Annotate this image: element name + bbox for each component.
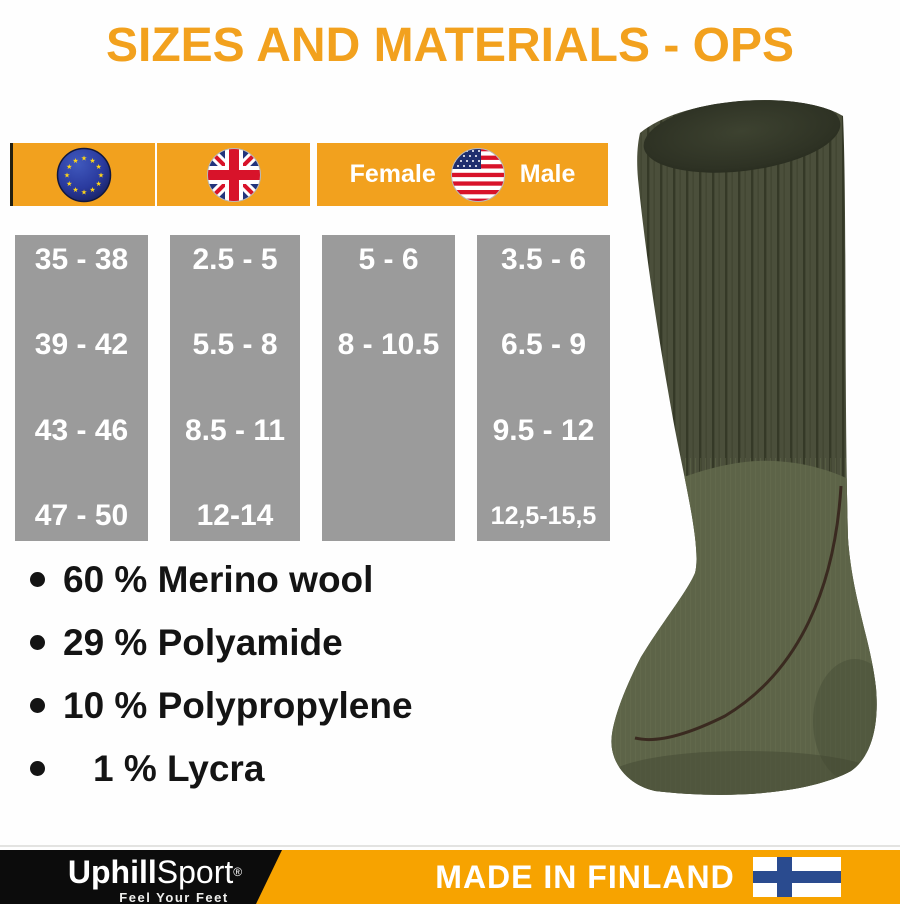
material-text: 10 % Polypropylene: [63, 684, 413, 726]
svg-text:★: ★: [66, 180, 72, 188]
size-cell: 12-14: [196, 498, 274, 532]
size-column-us-female: 5 - 6 8 - 10.5: [322, 235, 455, 541]
footer: MADE IN FINLAND: [0, 850, 900, 904]
male-label: Male: [519, 160, 576, 188]
size-column-uk: 2.5 - 5 5.5 - 8 8.5 - 11 12-14: [170, 235, 300, 541]
size-cell: 3.5 - 6: [500, 243, 587, 276]
svg-text:★: ★: [96, 180, 102, 188]
made-in-text: MADE IN FINLAND: [435, 858, 735, 895]
material-item: 29 % Polyamide: [20, 611, 600, 674]
size-cell: 35 - 38: [34, 243, 129, 276]
size-cell: 47 - 50: [34, 498, 129, 532]
material-item: 10 % Polypropylene: [20, 674, 600, 737]
size-cell: [322, 410, 455, 452]
finland-flag-icon: [752, 857, 841, 897]
size-cell: 8.5 - 11: [184, 413, 286, 447]
header-uk: [157, 143, 310, 206]
footer-divider: [0, 845, 900, 847]
bullet-icon: [30, 635, 45, 650]
size-cell: 39 - 42: [34, 328, 129, 362]
uk-flag-icon: [206, 147, 261, 202]
material-text: 60 % Merino wool: [63, 558, 374, 600]
eu-flag-icon: ★ ★★ ★★★ ★★★ ★★★: [56, 147, 112, 202]
size-cell: 6.5 - 9: [500, 328, 587, 362]
brand-logo: UphillSport® Feel Your Feet: [45, 854, 265, 904]
female-label: Female: [349, 160, 436, 188]
size-cell: 5.5 - 8: [192, 328, 278, 362]
svg-text:★: ★: [81, 154, 87, 162]
us-flag-icon: [450, 147, 505, 202]
page-title: SIZES AND MATERIALS - OPS: [105, 19, 795, 72]
bullet-icon: [30, 572, 45, 587]
svg-text:★: ★: [89, 186, 95, 194]
materials-list: 60 % Merino wool 29 % Polyamide 10 % Pol…: [20, 548, 600, 800]
size-cell: 9.5 - 12: [492, 413, 595, 447]
brand-name: UphillSport®: [45, 854, 265, 890]
material-text: 1 % Lycra: [93, 747, 265, 789]
svg-text:★: ★: [98, 171, 104, 179]
size-cell: [322, 495, 455, 537]
size-cell: 12,5-15,5: [490, 501, 597, 530]
header-us: Female Male: [317, 143, 608, 206]
size-cell: 5 - 6: [358, 243, 419, 276]
svg-text:★: ★: [81, 188, 87, 196]
brand-tagline: Feel Your Feet: [119, 890, 229, 904]
svg-text:★: ★: [89, 156, 95, 164]
registered-mark-icon: ®: [233, 865, 243, 879]
material-item: 1 % Lycra: [20, 737, 600, 800]
brand-primary: Uphill: [67, 854, 157, 890]
brand-secondary: Sport: [156, 854, 234, 890]
made-in-banner: MADE IN FINLAND: [256, 850, 900, 904]
svg-text:★: ★: [72, 186, 78, 194]
sock-photo: [611, 100, 877, 795]
svg-text:★: ★: [72, 156, 78, 164]
size-cell: 2.5 - 5: [192, 243, 278, 276]
size-cell: 8 - 10.5: [337, 328, 440, 362]
size-cell: 43 - 46: [34, 413, 129, 447]
size-column-eu: 35 - 38 39 - 42 43 - 46 47 - 50: [15, 235, 148, 541]
svg-text:★: ★: [64, 171, 70, 179]
bullet-icon: [30, 698, 45, 713]
material-item: 60 % Merino wool: [20, 548, 600, 611]
bullet-icon: [30, 761, 45, 776]
material-text: 29 % Polyamide: [63, 621, 343, 663]
svg-text:★: ★: [66, 163, 72, 171]
size-column-us-male: 3.5 - 6 6.5 - 9 9.5 - 12 12,5-15,5: [477, 235, 610, 541]
svg-text:★: ★: [96, 163, 102, 171]
header-eu: ★ ★ ★ ★ ★ ★ ★ ★ ★ ★ ★ ★: [10, 143, 155, 206]
